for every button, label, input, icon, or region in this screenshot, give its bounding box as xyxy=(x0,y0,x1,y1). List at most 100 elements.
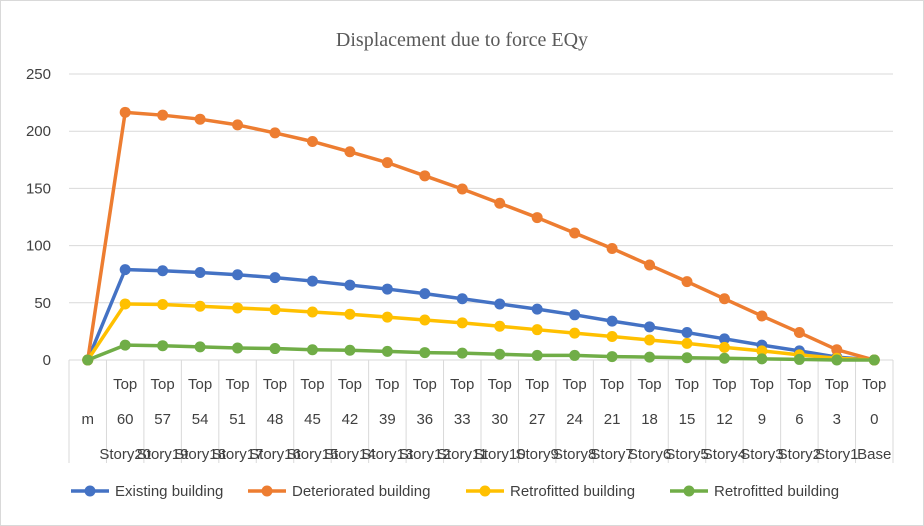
data-point xyxy=(194,266,206,278)
x-tick-label: 0 xyxy=(870,411,878,428)
data-point xyxy=(606,331,618,343)
x-tick-label: Story17 xyxy=(212,446,264,463)
data-point xyxy=(119,339,131,351)
x-tick-label: Top xyxy=(151,376,175,393)
series-4 xyxy=(82,339,880,366)
data-point xyxy=(232,269,244,281)
data-point xyxy=(344,279,356,291)
x-tick-label: 36 xyxy=(416,411,433,428)
data-point xyxy=(569,349,581,361)
data-point xyxy=(531,324,543,336)
x-tick-label: Top xyxy=(825,376,849,393)
x-tick-label: Story20 xyxy=(99,446,151,463)
x-tick-label: 54 xyxy=(192,411,209,428)
data-point xyxy=(344,308,356,320)
data-point xyxy=(419,314,431,326)
data-point xyxy=(157,340,169,352)
data-point xyxy=(494,348,506,360)
data-point xyxy=(606,242,618,254)
x-tick-label: 15 xyxy=(679,411,696,428)
x-tick-label: 48 xyxy=(267,411,284,428)
data-point xyxy=(531,212,543,224)
data-point xyxy=(381,157,393,169)
x-tick-label: Top xyxy=(750,376,774,393)
x-tick-label: Story10 xyxy=(474,446,526,463)
x-tick-label: 3 xyxy=(833,411,841,428)
x-tick-label: 57 xyxy=(154,411,171,428)
chart-title: Displacement due to force EQy xyxy=(336,29,588,51)
data-point xyxy=(793,353,805,365)
x-tick-label: Story1 xyxy=(815,446,858,463)
series-line xyxy=(86,302,875,362)
data-point xyxy=(269,272,281,284)
legend-label: Retrofitted building xyxy=(510,483,635,500)
x-tick-label: Top xyxy=(563,376,587,393)
series-line xyxy=(87,343,875,362)
data-point xyxy=(531,303,543,315)
x-tick-label: Top xyxy=(413,376,437,393)
data-point xyxy=(381,345,393,357)
x-tick-label: Top xyxy=(675,376,699,393)
data-point xyxy=(456,317,468,329)
x-tick-label: Base xyxy=(857,446,891,463)
data-point xyxy=(419,347,431,359)
legend-marker xyxy=(84,485,96,497)
data-point xyxy=(494,320,506,332)
x-tick-label: Story8 xyxy=(553,446,596,463)
data-point xyxy=(306,275,318,287)
x-tick-label: Top xyxy=(225,376,249,393)
data-point xyxy=(269,343,281,355)
y-axis-ticks: 0 50 100 150 200 250 xyxy=(26,66,51,369)
data-point xyxy=(419,170,431,182)
legend-label: Retrofitted building xyxy=(714,483,839,500)
x-tick-label: Story19 xyxy=(137,446,189,463)
x-tick-label: 45 xyxy=(304,411,321,428)
legend-item: Deteriorated building xyxy=(248,483,430,500)
data-point xyxy=(119,264,131,276)
legend: Existing building Deteriorated building Re… xyxy=(71,483,839,500)
data-point xyxy=(644,334,656,346)
x-tick-label: Top xyxy=(300,376,324,393)
data-point xyxy=(718,352,730,364)
data-point xyxy=(644,321,656,333)
legend-marker xyxy=(479,485,491,497)
data-point xyxy=(344,344,356,356)
data-point xyxy=(456,183,468,195)
x-tick-label: Top xyxy=(375,376,399,393)
data-point xyxy=(157,299,169,311)
data-point xyxy=(344,146,356,158)
x-tick-label: Top xyxy=(712,376,736,393)
x-tick-label: Top xyxy=(113,376,137,393)
data-point xyxy=(82,354,94,366)
x-tick-label: 21 xyxy=(604,411,621,428)
data-point xyxy=(269,304,281,316)
data-point xyxy=(157,265,169,277)
x-tick-label: 12 xyxy=(716,411,733,428)
x-tick-label: 27 xyxy=(529,411,546,428)
series-group xyxy=(82,106,880,366)
data-point xyxy=(456,347,468,359)
data-point xyxy=(606,315,618,327)
x-tick-label: Story16 xyxy=(249,446,301,463)
data-point xyxy=(681,327,693,339)
legend-label: Existing building xyxy=(115,483,223,500)
x-tick-label: Story12 xyxy=(399,446,451,463)
data-point xyxy=(718,293,730,305)
x-tick-label: Top xyxy=(600,376,624,393)
data-point xyxy=(419,288,431,300)
data-point xyxy=(831,344,843,356)
data-point xyxy=(119,298,131,310)
data-point xyxy=(194,300,206,312)
x-tick-label: 39 xyxy=(379,411,396,428)
data-point xyxy=(306,135,318,147)
data-point xyxy=(381,311,393,323)
data-point xyxy=(456,293,468,305)
data-point xyxy=(269,127,281,139)
x-tick-label: 9 xyxy=(758,411,766,428)
data-point xyxy=(831,354,843,366)
x-tick-label: Top xyxy=(525,376,549,393)
x-tick-label: Top xyxy=(488,376,512,393)
data-point xyxy=(232,119,244,131)
x-tick-label: Story13 xyxy=(362,446,414,463)
data-point xyxy=(868,354,880,366)
